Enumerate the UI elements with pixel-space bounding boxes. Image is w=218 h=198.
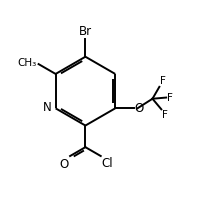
Text: F: F	[160, 76, 166, 86]
Text: O: O	[60, 158, 69, 171]
Text: F: F	[162, 110, 168, 120]
Text: F: F	[167, 92, 173, 103]
Text: Br: Br	[79, 25, 92, 38]
Text: CH₃: CH₃	[17, 58, 37, 68]
Text: Cl: Cl	[102, 157, 113, 170]
Text: N: N	[43, 101, 51, 114]
Text: O: O	[135, 102, 144, 115]
